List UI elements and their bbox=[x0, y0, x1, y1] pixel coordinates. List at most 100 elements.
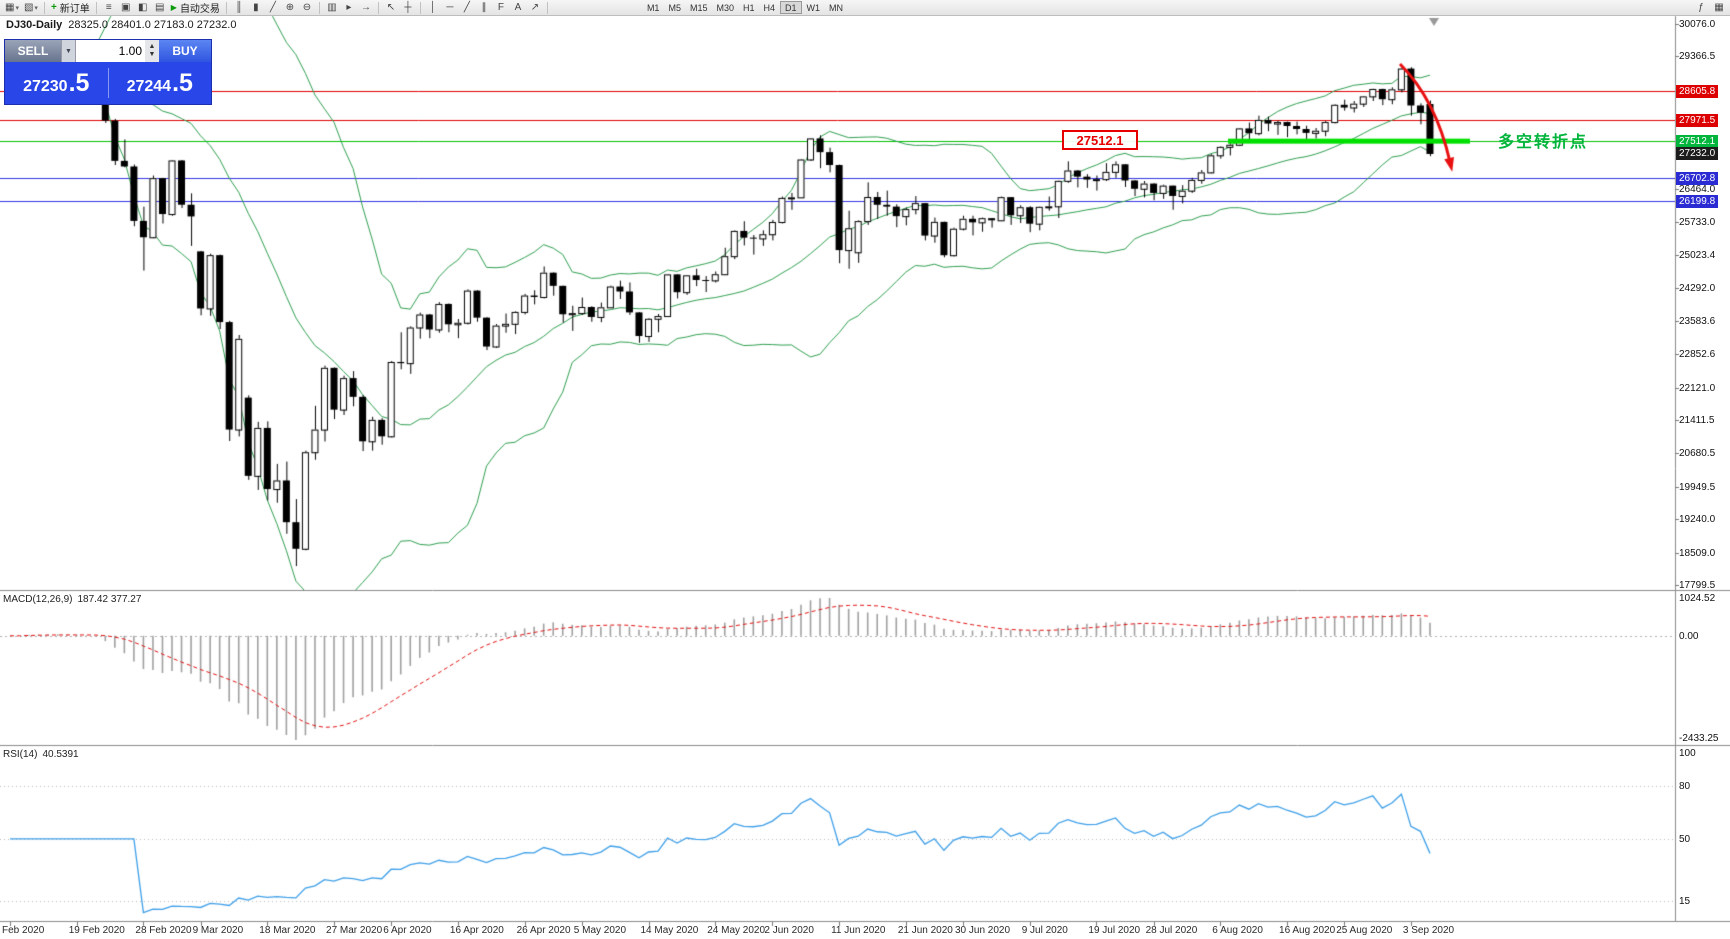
timeframe-button-m30[interactable]: M30 bbox=[716, 2, 734, 13]
price-badge: 26702.8 bbox=[1676, 171, 1719, 185]
date-axis-label: 18 Mar 2020 bbox=[259, 925, 316, 936]
cursor-icon[interactable]: ↖ bbox=[386, 2, 396, 13]
price-annotation-box[interactable]: 27512.1 bbox=[1062, 130, 1138, 150]
stepper-up-icon[interactable]: ▲ bbox=[148, 43, 156, 51]
toolbar-separator bbox=[225, 1, 227, 14]
stepper-down-icon[interactable]: ▼ bbox=[148, 51, 156, 58]
candlestick-chart-icon[interactable]: ▮ bbox=[253, 2, 259, 13]
bar-chart-icon[interactable]: ║ bbox=[235, 2, 243, 13]
rsi-axis-label: 50 bbox=[1679, 833, 1691, 845]
macd-axis-label: 1024.52 bbox=[1679, 593, 1716, 604]
date-axis-label: 21 Jun 2020 bbox=[897, 925, 953, 936]
price-axis-label: 17799.5 bbox=[1679, 580, 1716, 591]
date-axis-label: 16 Aug 2020 bbox=[1279, 925, 1336, 936]
timeframe-button-m15[interactable]: M15 bbox=[689, 2, 708, 13]
timeframe-button-d1[interactable]: D1 bbox=[780, 1, 802, 14]
volume-input[interactable] bbox=[76, 40, 145, 62]
tile-windows-icon[interactable]: ▥ bbox=[327, 2, 337, 13]
profiles-icon[interactable]: ▧ ▾ bbox=[23, 2, 38, 13]
toolbar: ▦ ▾ ▧ ▾ + 新订单 ≡ ▣ ◧ ▤ ▶ 自动交易 ║ ▮ ╱ ⊕ ⊖ ▥ ▸ → ↖ ┼ │ ─ ╱ ∥… bbox=[0, 0, 1730, 16]
volume-stepper[interactable]: ▲ ▼ bbox=[145, 40, 159, 62]
date-axis-label: 3 Sep 2020 bbox=[1402, 925, 1455, 936]
zoom-in-icon[interactable]: ⊕ bbox=[285, 2, 295, 13]
market-watch-icon[interactable]: ≡ bbox=[105, 2, 112, 13]
rsi-indicator-label: RSI(14) 40.5391 bbox=[3, 749, 84, 760]
date-axis-label: Feb 2020 bbox=[2, 925, 45, 936]
date-axis-label: 24 May 2020 bbox=[707, 925, 766, 936]
macd-values: 187.42 377.27 bbox=[77, 594, 142, 605]
price-axis-label: 23583.6 bbox=[1679, 315, 1716, 327]
equidistant-channel-icon[interactable]: ∥ bbox=[481, 2, 487, 13]
toolbar-separator bbox=[546, 1, 548, 14]
price-axis-label: 30076.0 bbox=[1679, 19, 1716, 30]
price-axis-label: 19240.0 bbox=[1679, 514, 1716, 526]
price-axis-label: 29366.5 bbox=[1679, 51, 1716, 63]
auto-scroll-icon[interactable]: ▸ bbox=[346, 2, 352, 13]
macd-indicator-label: MACD(12,26,9) 187.42 377.27 bbox=[3, 594, 146, 605]
data-window-icon[interactable]: ▣ bbox=[121, 2, 131, 13]
price-axis-label: 25733.0 bbox=[1679, 217, 1716, 229]
date-axis-label: 25 Aug 2020 bbox=[1336, 925, 1393, 936]
price-divider bbox=[107, 68, 109, 98]
fibonacci-icon[interactable]: F bbox=[497, 2, 504, 13]
volume-dropdown-button[interactable]: ▼ bbox=[61, 40, 76, 62]
price-badge: 27971.5 bbox=[1676, 113, 1719, 127]
horizontal-line-icon[interactable]: ─ bbox=[446, 2, 454, 13]
date-axis-label: 5 May 2020 bbox=[573, 925, 627, 936]
trendline-icon[interactable]: ╱ bbox=[463, 2, 470, 13]
ohlc-values: 28325.0 28401.0 27183.0 27232.0 bbox=[68, 19, 237, 31]
price-axis-label: 21411.5 bbox=[1679, 414, 1715, 426]
toolbar-separator bbox=[318, 1, 320, 14]
date-axis-label: 28 Feb 2020 bbox=[135, 925, 192, 936]
text-icon[interactable]: A bbox=[514, 2, 522, 13]
one-click-trading-panel: SELL ▼ ▲▼ BUY 27230.5 27244.5 bbox=[4, 39, 212, 105]
dropdown-icon: ▾ bbox=[15, 4, 19, 12]
sell-price[interactable]: 27230.5 bbox=[23, 68, 90, 97]
crosshair-icon[interactable]: ┼ bbox=[404, 2, 412, 13]
date-axis-label: 9 Mar 2020 bbox=[192, 925, 244, 936]
vertical-line-icon[interactable]: │ bbox=[429, 2, 437, 13]
timeframe-button-m5[interactable]: M5 bbox=[668, 2, 681, 13]
date-axis-label: 27 Mar 2020 bbox=[326, 925, 383, 936]
line-chart-icon[interactable]: ╱ bbox=[269, 2, 276, 13]
auto-trading-button[interactable]: ▶ 自动交易 bbox=[169, 1, 222, 15]
timeframe-button-w1[interactable]: W1 bbox=[806, 2, 821, 13]
buy-button[interactable]: BUY bbox=[159, 40, 211, 62]
rsi-name: RSI(14) bbox=[3, 749, 38, 760]
toolbar-separator bbox=[95, 1, 97, 14]
price-axis-label: 18509.0 bbox=[1679, 547, 1716, 559]
timeframe-button-mn[interactable]: MN bbox=[829, 2, 844, 13]
arrow-icon[interactable]: ↗ bbox=[530, 2, 540, 13]
sell-button[interactable]: SELL bbox=[5, 40, 61, 62]
macd-axis-label: 0.00 bbox=[1679, 630, 1699, 642]
new-chart-icon[interactable]: ▦ ▾ bbox=[5, 2, 19, 13]
date-axis-label: 26 Apr 2020 bbox=[516, 925, 571, 936]
rsi-axis-label: 100 bbox=[1679, 748, 1696, 759]
terminal-icon[interactable]: ▤ bbox=[155, 2, 165, 13]
toolbar-separator bbox=[43, 1, 45, 14]
date-axis-label: 2 Jun 2020 bbox=[764, 925, 814, 936]
timeframe-button-h1[interactable]: H1 bbox=[743, 2, 755, 13]
date-axis-label: 30 Jun 2020 bbox=[955, 925, 1011, 936]
price-axis-label: 22121.0 bbox=[1679, 382, 1716, 394]
price-badge: 28605.8 bbox=[1676, 84, 1719, 98]
chart-shift-icon[interactable]: → bbox=[360, 2, 371, 13]
indicators-icon[interactable]: ƒ bbox=[1698, 2, 1704, 13]
price-axis-label: 25023.4 bbox=[1679, 249, 1716, 261]
play-icon: ▶ bbox=[170, 3, 177, 12]
chart-title: DJ30-Daily 28325.0 28401.0 27183.0 27232.… bbox=[6, 19, 236, 31]
toolbar-separator bbox=[419, 1, 421, 14]
macd-axis-label: -2433.25 bbox=[1679, 733, 1719, 744]
template-icon[interactable]: ▦ bbox=[1714, 2, 1724, 13]
date-axis-label: 6 Apr 2020 bbox=[383, 925, 432, 936]
date-axis-label: 9 Jul 2020 bbox=[1021, 925, 1068, 936]
timeframe-button-m1[interactable]: M1 bbox=[646, 2, 660, 13]
zoom-out-icon[interactable]: ⊖ bbox=[302, 2, 312, 13]
buy-price[interactable]: 27244.5 bbox=[126, 68, 193, 97]
navigator-icon[interactable]: ◧ bbox=[138, 2, 148, 13]
timeframe-button-h4[interactable]: H4 bbox=[763, 2, 776, 13]
new-order-button[interactable]: + 新订单 bbox=[49, 1, 92, 15]
price-badge: 26199.8 bbox=[1676, 194, 1719, 208]
